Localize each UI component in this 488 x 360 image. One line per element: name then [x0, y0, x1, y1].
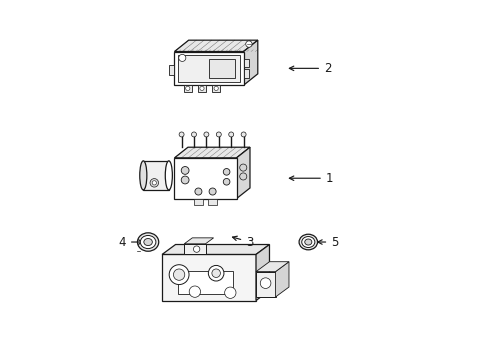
FancyBboxPatch shape — [193, 199, 203, 205]
Circle shape — [173, 269, 184, 280]
Polygon shape — [174, 147, 249, 158]
FancyBboxPatch shape — [243, 59, 248, 67]
Ellipse shape — [140, 235, 156, 249]
Polygon shape — [243, 40, 257, 85]
Circle shape — [228, 132, 233, 137]
Polygon shape — [256, 244, 269, 301]
Circle shape — [189, 286, 200, 297]
FancyBboxPatch shape — [243, 69, 248, 78]
Circle shape — [216, 132, 221, 137]
Circle shape — [181, 167, 189, 174]
FancyBboxPatch shape — [143, 161, 168, 190]
Circle shape — [224, 287, 236, 298]
Circle shape — [260, 278, 270, 288]
Circle shape — [195, 188, 202, 195]
Text: 2: 2 — [289, 62, 331, 75]
Circle shape — [211, 269, 220, 278]
Ellipse shape — [137, 233, 159, 251]
Ellipse shape — [301, 237, 314, 248]
Circle shape — [185, 86, 189, 90]
Circle shape — [245, 41, 252, 47]
FancyBboxPatch shape — [184, 244, 205, 255]
Circle shape — [223, 168, 229, 175]
Circle shape — [214, 86, 218, 90]
Circle shape — [181, 176, 189, 184]
Polygon shape — [174, 51, 243, 85]
Text: 4: 4 — [118, 235, 142, 248]
Circle shape — [191, 132, 196, 137]
Circle shape — [239, 173, 246, 180]
FancyBboxPatch shape — [209, 59, 235, 78]
Polygon shape — [184, 238, 213, 244]
Circle shape — [223, 179, 229, 185]
Text: 1: 1 — [289, 172, 333, 185]
Text: 5: 5 — [317, 235, 338, 248]
Polygon shape — [174, 40, 257, 51]
Circle shape — [203, 132, 208, 137]
FancyBboxPatch shape — [207, 199, 217, 205]
FancyBboxPatch shape — [256, 272, 275, 297]
Ellipse shape — [140, 161, 146, 190]
Ellipse shape — [304, 239, 311, 245]
Circle shape — [179, 54, 185, 62]
Circle shape — [241, 132, 245, 137]
Polygon shape — [275, 262, 288, 297]
Circle shape — [150, 179, 158, 187]
Circle shape — [239, 164, 246, 171]
Circle shape — [200, 86, 203, 90]
Circle shape — [193, 246, 200, 252]
Polygon shape — [256, 262, 288, 272]
Polygon shape — [174, 158, 236, 199]
Circle shape — [169, 265, 189, 284]
Circle shape — [209, 188, 216, 195]
Polygon shape — [236, 147, 249, 199]
FancyBboxPatch shape — [197, 85, 206, 91]
FancyBboxPatch shape — [178, 55, 240, 82]
Text: 3: 3 — [232, 235, 253, 248]
Circle shape — [208, 265, 224, 281]
Ellipse shape — [299, 234, 317, 250]
Ellipse shape — [143, 238, 152, 246]
FancyBboxPatch shape — [183, 85, 192, 91]
FancyBboxPatch shape — [211, 85, 220, 91]
Circle shape — [152, 181, 156, 185]
Circle shape — [179, 132, 183, 137]
Polygon shape — [162, 255, 256, 301]
Ellipse shape — [165, 161, 172, 190]
FancyBboxPatch shape — [178, 271, 232, 294]
FancyBboxPatch shape — [169, 65, 174, 76]
Polygon shape — [162, 244, 269, 255]
